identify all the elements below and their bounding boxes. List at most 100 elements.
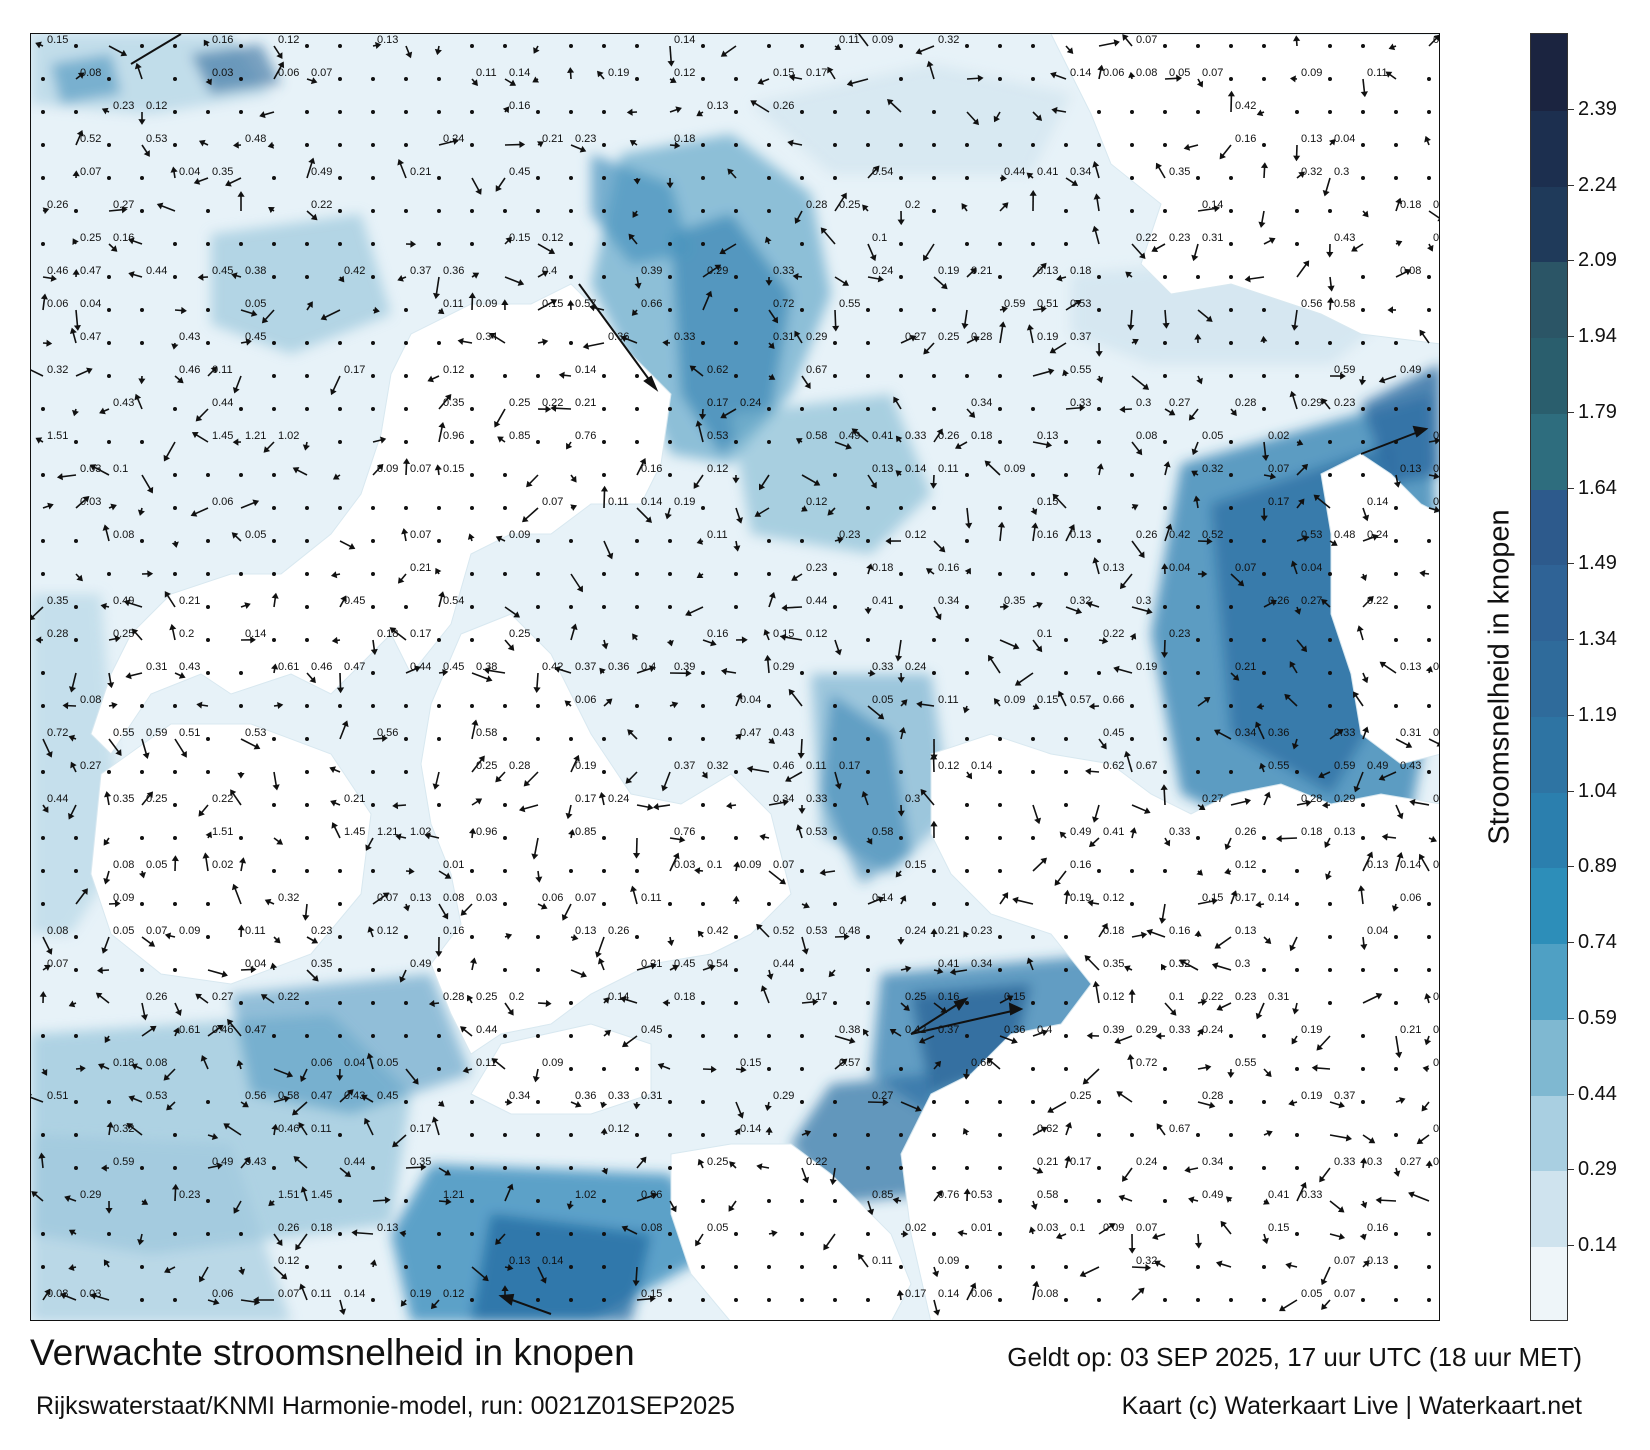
legend-tick-label: 0.29 (1578, 1158, 1617, 1181)
current-arrowhead (757, 78, 764, 85)
speed-value-label: 0.33 (1169, 826, 1190, 838)
still-water-dot (107, 769, 112, 774)
current-arrowhead (389, 627, 397, 634)
still-water-dot (239, 1000, 244, 1005)
still-water-dot (964, 1265, 969, 1270)
current-arrowhead (930, 753, 938, 760)
speed-value-label: 0.09 (1004, 463, 1025, 475)
current-arrowhead (236, 1059, 244, 1067)
legend-color-step (1531, 640, 1567, 717)
current-arrowhead (1035, 114, 1043, 121)
still-water-dot (667, 571, 672, 576)
current-arrowhead (795, 824, 803, 831)
still-water-dot (733, 340, 738, 345)
still-water-dot (898, 571, 903, 576)
legend-tick-label: 1.94 (1578, 325, 1617, 348)
still-water-dot (173, 769, 178, 774)
still-water-dot (140, 835, 145, 840)
speed-value-label: 0.08 (1400, 265, 1421, 277)
speed-value-label: 0.34 (938, 595, 959, 607)
still-water-dot (173, 835, 178, 840)
speed-value-label: 0.13 (1070, 529, 1091, 541)
current-arrowhead (1264, 791, 1271, 799)
current-arrowhead (1127, 1053, 1135, 1060)
current-arrowhead (1032, 1280, 1040, 1288)
still-water-dot (1163, 1067, 1168, 1072)
current-arrowhead (271, 592, 279, 599)
speed-value-label: 0.14 (245, 628, 266, 640)
current-arrowhead (768, 373, 776, 380)
still-water-dot (173, 802, 178, 807)
still-water-dot (1163, 1166, 1168, 1171)
current-arrowhead (697, 930, 705, 938)
speed-value-label: 0.09 (872, 34, 893, 46)
current-arrowhead (178, 672, 186, 679)
current-arrowhead (47, 502, 54, 510)
current-arrowhead (1302, 535, 1310, 542)
current-arrowhead (645, 516, 652, 523)
current-arrowhead (1291, 324, 1299, 331)
current-arrowhead (1138, 1287, 1145, 1295)
current-arrowhead (741, 636, 748, 644)
still-water-dot (173, 1232, 178, 1237)
current-arrowhead (106, 1121, 114, 1128)
speed-value-label: 0.1 (1037, 628, 1052, 640)
still-water-dot (1030, 1265, 1035, 1270)
still-water-dot (107, 307, 112, 312)
still-water-dot (1394, 637, 1399, 642)
still-water-dot (1394, 1232, 1399, 1237)
current-arrowhead (1375, 1196, 1382, 1204)
speed-value-label: 0.18 (971, 430, 992, 442)
current-arrowhead (107, 682, 115, 689)
speed-value-label: 0.3 (1367, 1156, 1382, 1168)
speed-value-label: 0.54 (443, 595, 464, 607)
current-arrowhead (1118, 1194, 1126, 1202)
still-water-dot (535, 373, 540, 378)
speed-value-label: 0.44 (146, 265, 167, 277)
speed-value-label: 0.21 (938, 925, 959, 937)
current-arrowhead (1311, 1064, 1318, 1072)
still-water-dot (469, 868, 474, 873)
still-water-dot (1394, 1067, 1399, 1072)
speed-value-label: 0.15 (443, 463, 464, 475)
still-water-dot (73, 967, 78, 972)
still-water-dot (1361, 143, 1366, 148)
speed-value-label: 0.33 (872, 661, 893, 673)
speed-value-label: 0.54 (707, 958, 728, 970)
current-arrowhead (1201, 570, 1208, 578)
still-water-dot (898, 373, 903, 378)
current-arrowhead (408, 867, 415, 875)
still-water-dot (898, 76, 903, 81)
current-arrowhead (600, 1101, 608, 1109)
current-arrowhead (1196, 869, 1203, 876)
current-arrowhead (550, 404, 557, 412)
still-water-dot (436, 637, 441, 642)
still-water-dot (832, 1298, 837, 1303)
still-water-dot (997, 1298, 1002, 1303)
still-water-dot (667, 1133, 672, 1138)
still-water-dot (304, 505, 309, 510)
current-arrowhead (366, 1052, 374, 1060)
current-arrowhead (685, 669, 692, 677)
current-speed-map[interactable]: 0.150.160.120.130.140.110.090.320.070.13… (30, 33, 1440, 1321)
current-arrowhead (893, 396, 900, 404)
still-water-dot (1196, 1298, 1201, 1303)
still-water-dot (568, 736, 573, 741)
current-arrowhead (341, 720, 349, 728)
current-arrowhead (1161, 963, 1168, 971)
still-water-dot (73, 835, 78, 840)
speed-value-label: 0.62 (1037, 1123, 1058, 1135)
speed-value-label: 0.15 (1004, 991, 1025, 1003)
current-arrowhead (70, 761, 77, 769)
current-arrowhead (134, 62, 142, 70)
speed-value-label: 0.33 (1169, 1024, 1190, 1036)
still-water-dot (964, 1000, 969, 1005)
current-arrowhead (1208, 1101, 1216, 1109)
speed-value-label: 0.42 (1235, 100, 1256, 112)
still-water-dot (964, 1100, 969, 1105)
current-arrowhead (1289, 944, 1296, 952)
still-water-dot (469, 472, 474, 477)
current-arrowhead (848, 1037, 856, 1044)
current-arrowhead (1057, 690, 1065, 698)
speed-value-label: 0.35 (311, 958, 332, 970)
